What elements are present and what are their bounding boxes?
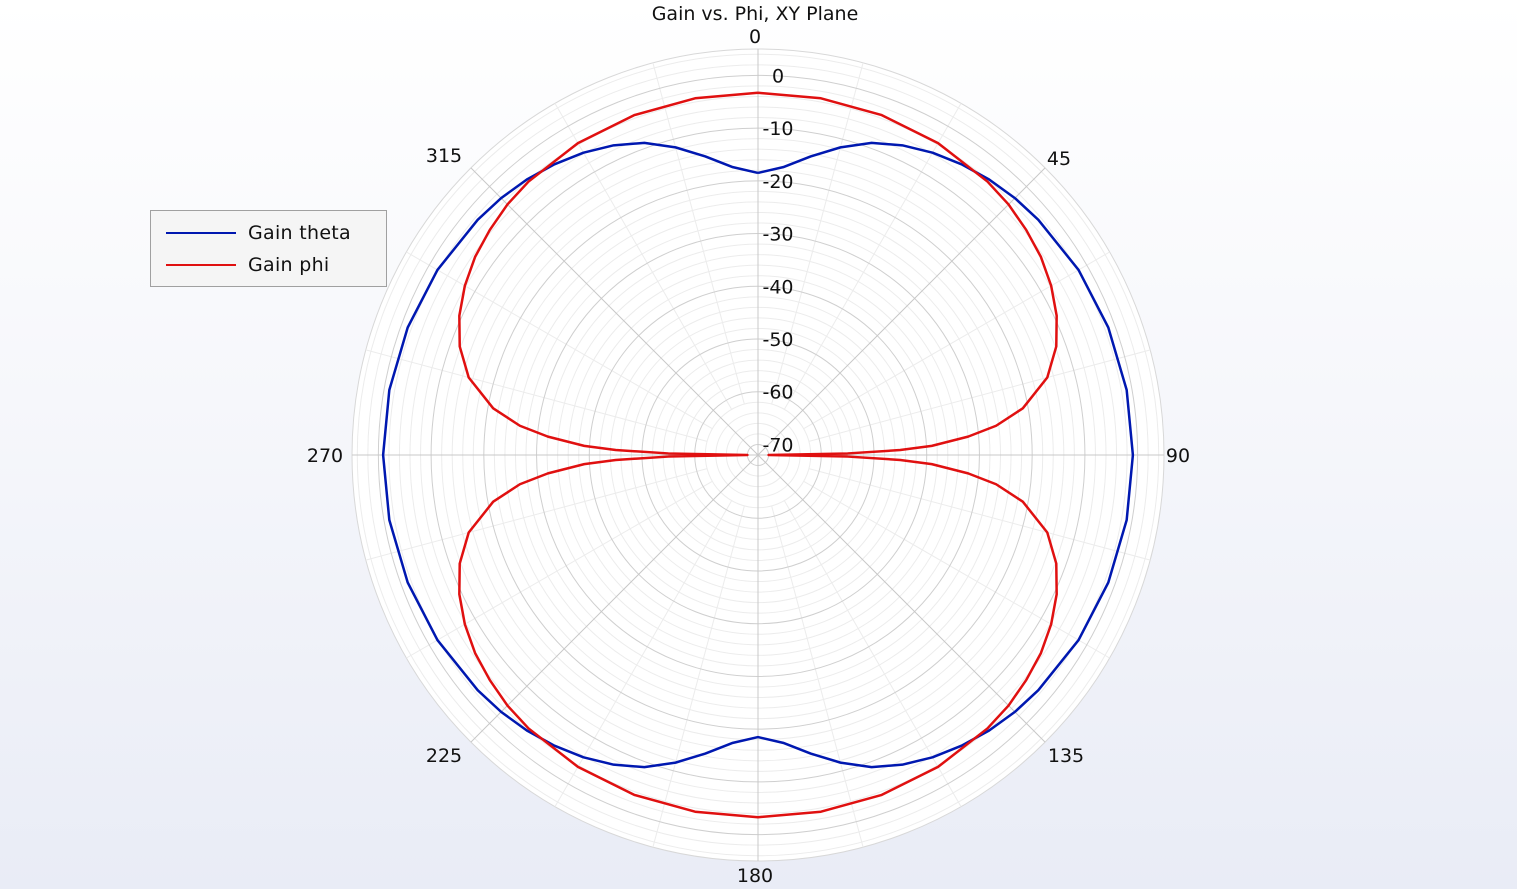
minor-grid-spoke <box>808 349 1151 442</box>
legend-swatch-gain-theta <box>166 232 236 234</box>
radial-tick-label: -20 <box>762 171 793 193</box>
minor-grid-spoke <box>803 251 1110 430</box>
radial-tick-label: 0 <box>772 65 784 87</box>
minor-grid-spoke <box>803 480 1110 659</box>
minor-grid-spoke <box>771 62 864 405</box>
radial-tick-label: -10 <box>762 118 793 140</box>
angular-tick-label: 45 <box>1047 148 1071 170</box>
series-layer <box>381 91 1135 819</box>
legend-item-gain-theta: Gain theta <box>166 221 351 245</box>
angular-tick-label: 90 <box>1166 445 1190 467</box>
minor-grid-spoke <box>365 468 708 561</box>
minor-grid-spoke <box>652 505 745 848</box>
angular-tick-label: 180 <box>737 865 773 887</box>
minor-grid-spoke <box>771 505 864 848</box>
radial-tick-label: -60 <box>762 382 793 404</box>
major-grid-spoke <box>470 167 759 456</box>
minor-grid-spoke <box>808 468 1151 561</box>
angular-tick-label: 0 <box>749 26 761 48</box>
series-line-gain-phi <box>458 91 1058 819</box>
series-line-gain-theta <box>381 141 1135 769</box>
legend-item-gain-phi: Gain phi <box>166 253 330 277</box>
tick-labels: 0 45 90 135 180 225 270 315 0 -10 -20 -30 -40 -50 -60 -… <box>307 26 1190 887</box>
minor-grid-spoke <box>554 103 733 410</box>
radial-tick-label: -70 <box>762 434 793 456</box>
radial-tick-label: -40 <box>762 276 793 298</box>
minor-grid-spoke <box>554 500 733 807</box>
legend: Gain theta Gain phi <box>150 210 387 287</box>
radial-tick-label: -50 <box>762 329 793 351</box>
major-grid <box>352 49 1164 861</box>
minor-grid-spoke <box>652 62 745 405</box>
angular-tick-label: 135 <box>1048 745 1084 767</box>
angular-tick-label: 315 <box>426 145 462 167</box>
legend-label-gain-theta: Gain theta <box>248 222 352 244</box>
minor-grid-spoke <box>365 349 708 442</box>
minor-grid-spoke <box>406 480 713 659</box>
minor-grid-spoke <box>783 103 962 410</box>
minor-grid-spoke <box>406 251 713 430</box>
legend-label-gain-phi: Gain phi <box>248 254 330 276</box>
minor-grid-spoke <box>783 500 962 807</box>
radial-tick-label: -30 <box>762 224 793 246</box>
angular-tick-label: 270 <box>307 445 343 467</box>
major-grid-spoke <box>470 454 759 743</box>
major-grid-spoke <box>757 167 1046 456</box>
legend-swatch-gain-phi <box>166 264 236 266</box>
angular-tick-label: 225 <box>426 745 462 767</box>
major-grid-spoke <box>757 454 1046 743</box>
chart-title: Gain vs. Phi, XY Plane <box>652 3 859 25</box>
